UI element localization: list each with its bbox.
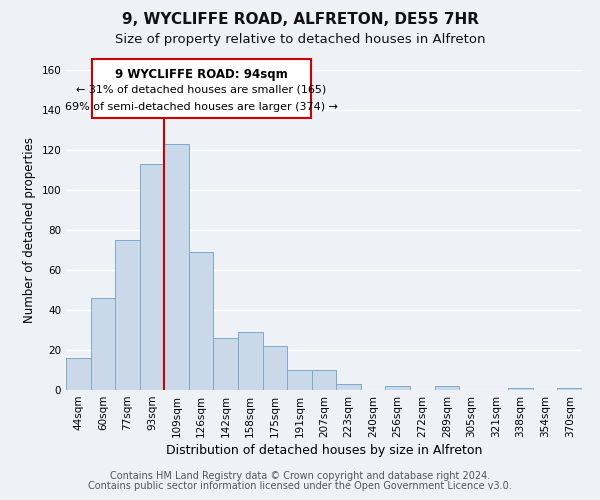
Bar: [115, 240, 140, 390]
Text: Contains HM Land Registry data © Crown copyright and database right 2024.: Contains HM Land Registry data © Crown c…: [110, 471, 490, 481]
Bar: [263, 346, 287, 390]
FancyBboxPatch shape: [92, 59, 311, 118]
Bar: [508, 388, 533, 390]
Text: Contains public sector information licensed under the Open Government Licence v3: Contains public sector information licen…: [88, 481, 512, 491]
Bar: [140, 164, 164, 390]
Text: 9 WYCLIFFE ROAD: 94sqm: 9 WYCLIFFE ROAD: 94sqm: [115, 68, 288, 82]
Bar: [91, 298, 115, 390]
Text: Size of property relative to detached houses in Alfreton: Size of property relative to detached ho…: [115, 32, 485, 46]
Bar: [238, 332, 263, 390]
Bar: [214, 338, 238, 390]
Bar: [312, 370, 336, 390]
Text: 9, WYCLIFFE ROAD, ALFRETON, DE55 7HR: 9, WYCLIFFE ROAD, ALFRETON, DE55 7HR: [121, 12, 479, 28]
Bar: [66, 358, 91, 390]
Text: ← 31% of detached houses are smaller (165): ← 31% of detached houses are smaller (16…: [76, 84, 326, 94]
Bar: [557, 388, 582, 390]
Text: 69% of semi-detached houses are larger (374) →: 69% of semi-detached houses are larger (…: [65, 102, 338, 112]
Bar: [287, 370, 312, 390]
Bar: [164, 144, 189, 390]
Bar: [434, 386, 459, 390]
Bar: [189, 252, 214, 390]
Bar: [336, 384, 361, 390]
Y-axis label: Number of detached properties: Number of detached properties: [23, 137, 36, 323]
Bar: [385, 386, 410, 390]
X-axis label: Distribution of detached houses by size in Alfreton: Distribution of detached houses by size …: [166, 444, 482, 457]
